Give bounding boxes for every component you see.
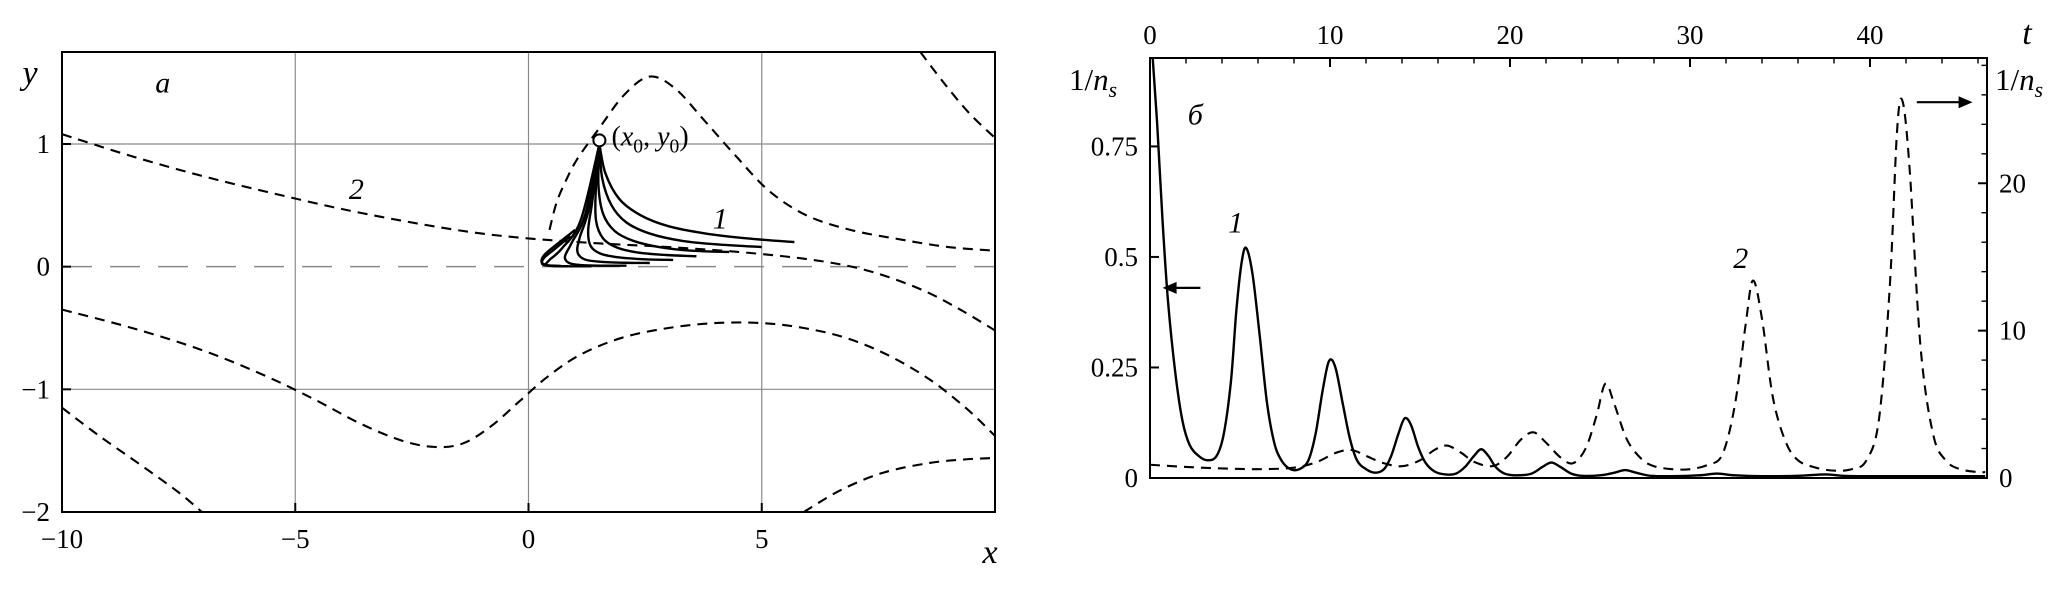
y-tick-label: 0.5 (1104, 242, 1138, 272)
series-trajectory-7 (563, 143, 627, 267)
y-tick-label: 1 (37, 129, 51, 159)
axis-arrow-head (1958, 96, 1973, 109)
annotation-2: 2 (349, 173, 364, 206)
start-point-marker (592, 133, 607, 148)
y-axis-label: 1/ns (1995, 62, 2043, 102)
x-tick-label: 0 (1143, 20, 1157, 50)
y-tick-label: 0.25 (1091, 352, 1138, 382)
x-tick-label: 5 (755, 524, 769, 554)
series-trajectory-6 (576, 143, 650, 265)
series-curve-2 (1150, 97, 1986, 474)
y-tick-label: −2 (21, 497, 50, 527)
series-separatrix-b (62, 133, 995, 332)
x-tick-label: 20 (1497, 20, 1524, 50)
y-tick-label: 0 (37, 252, 51, 282)
series-separatrix-e (62, 406, 203, 512)
x-tick-label: −10 (41, 524, 83, 554)
series-trajectory-4 (594, 143, 697, 258)
series-separatrix-c (62, 308, 995, 449)
axis-arrow-head (1162, 281, 1177, 294)
annotation-2: 2 (1733, 242, 1748, 275)
x-tick-label: 10 (1317, 20, 1344, 50)
x-tick-label: 30 (1677, 20, 1704, 50)
y-tick-label: 0 (1125, 463, 1139, 493)
annotation-1: 1 (1228, 207, 1243, 240)
x-axis-label: x (981, 534, 997, 571)
time-series-panel: 0 10 20 30 40 t 0 0.25 0.5 0.75 1/ns 0 10 20 1/ns б 1 2 (1045, 0, 2067, 589)
annotation-a: a (155, 66, 170, 99)
annotation-1: 1 (713, 203, 728, 236)
series-separatrix-a (548, 75, 995, 252)
x-tick-label: −5 (281, 524, 310, 554)
y-tick-label: 0.75 (1091, 131, 1138, 161)
y-tick-label: 10 (1999, 316, 2026, 346)
x-tick-label: 40 (1857, 20, 1884, 50)
x-tick-label: 0 (522, 524, 536, 554)
series-separatrix-d (919, 52, 995, 139)
y-tick-label: 0 (1999, 463, 2013, 493)
x-axis-label: t (2022, 15, 2033, 52)
y-axis-label: y (19, 55, 38, 92)
series-trajectory-8 (544, 143, 601, 268)
series-trajectory-2 (598, 143, 762, 249)
series-separatrix-f (803, 456, 995, 512)
series-curve-1 (1151, 58, 1986, 478)
start-point-label: (x0, y0) (612, 121, 689, 157)
plot-frame (1149, 57, 1988, 479)
series-trajectory-1 (598, 143, 795, 244)
y-tick-label: 20 (1999, 168, 2026, 198)
y-axis-label: 1/ns (1069, 62, 1117, 102)
series-trajectory-3 (597, 143, 730, 254)
y-tick-label: −1 (21, 374, 50, 404)
series-trajectory-5 (586, 143, 674, 262)
annotation-б: б (1188, 98, 1204, 131)
series-trajectory-10 (540, 235, 572, 268)
